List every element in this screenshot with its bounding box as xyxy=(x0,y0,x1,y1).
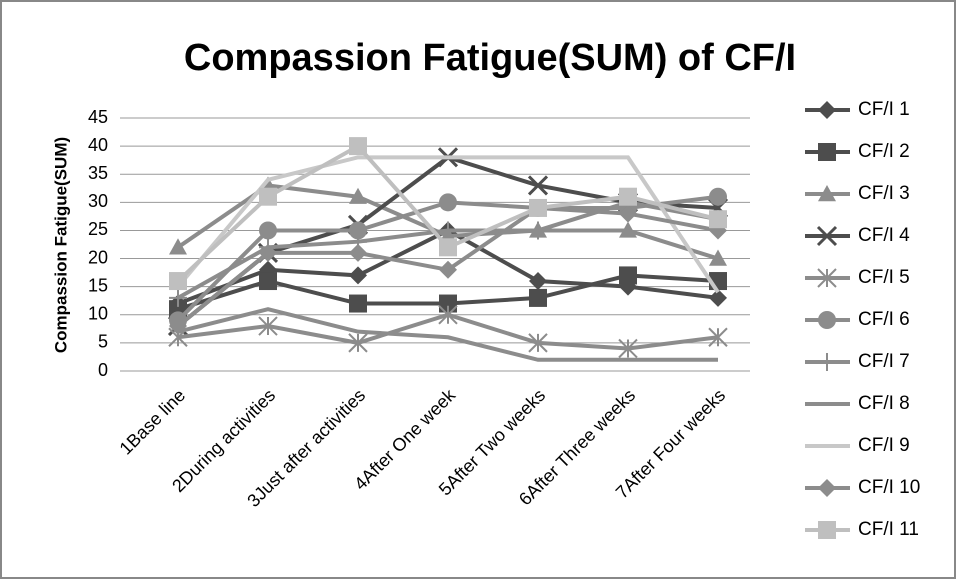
legend-label: CF/I 9 xyxy=(858,435,910,456)
legend-label: CF/I 11 xyxy=(858,519,919,540)
y-tick-label: 40 xyxy=(88,135,108,155)
point-marker xyxy=(529,198,547,217)
y-tick-label: 20 xyxy=(88,247,108,267)
legend-marker xyxy=(818,185,836,202)
legend-marker xyxy=(816,225,838,247)
legend-label: CF/I 3 xyxy=(858,183,910,204)
point-marker xyxy=(619,204,637,223)
point-marker xyxy=(439,238,457,257)
point-marker xyxy=(349,243,367,262)
y-axis-label: Compassion Fatigue(SUM) xyxy=(51,137,70,353)
point-marker xyxy=(618,338,638,359)
point-marker xyxy=(439,260,457,279)
point-marker xyxy=(529,272,547,291)
point-marker xyxy=(349,221,367,240)
point-marker xyxy=(349,266,367,285)
y-tick-label: 30 xyxy=(88,191,108,211)
point-marker xyxy=(529,221,547,240)
point-marker xyxy=(709,288,727,307)
legend-marker xyxy=(818,101,836,119)
series-line xyxy=(176,155,720,294)
chart-title: Compassion Fatigue(SUM) of CF/I xyxy=(184,37,796,79)
point-marker xyxy=(529,288,547,307)
legend-label: CF/I 7 xyxy=(858,351,910,372)
point-marker xyxy=(438,305,458,325)
point-marker xyxy=(259,272,277,291)
y-tick-label: 0 xyxy=(98,360,108,380)
point-marker xyxy=(709,210,727,229)
point-marker xyxy=(349,187,367,204)
legend-label: CF/I 2 xyxy=(858,141,910,162)
point-marker xyxy=(169,317,187,336)
y-tick-label: 45 xyxy=(88,107,108,127)
legend-label: CF/I 4 xyxy=(858,225,910,246)
legend-marker xyxy=(818,143,836,161)
point-marker xyxy=(348,333,368,353)
y-tick-label: 5 xyxy=(98,332,108,352)
series-line xyxy=(177,307,718,362)
legend-label: CF/I 5 xyxy=(858,267,910,288)
point-marker xyxy=(709,187,727,206)
legend-marker xyxy=(818,479,836,497)
point-marker xyxy=(439,221,457,240)
point-marker xyxy=(709,249,727,266)
y-tick-label: 10 xyxy=(88,304,108,324)
legend-marker xyxy=(818,311,836,329)
point-marker xyxy=(169,288,187,307)
point-marker xyxy=(439,193,457,212)
point-marker xyxy=(258,316,278,336)
point-marker xyxy=(619,187,637,206)
legend-marker xyxy=(818,521,836,539)
legend-marker xyxy=(817,268,837,288)
point-marker xyxy=(169,272,187,291)
point-marker xyxy=(259,187,277,206)
point-marker xyxy=(708,327,728,347)
point-marker xyxy=(169,238,187,255)
point-marker xyxy=(349,294,367,313)
legend-label: CF/I 6 xyxy=(858,309,910,330)
point-marker xyxy=(528,333,548,353)
point-marker xyxy=(349,137,367,156)
legend-label: CF/I 10 xyxy=(858,477,920,498)
point-marker xyxy=(259,243,277,262)
legend-label: CF/I 1 xyxy=(858,99,910,120)
y-tick-label: 25 xyxy=(88,219,108,239)
legend-label: CF/I 8 xyxy=(858,393,910,414)
legend-marker xyxy=(818,353,836,371)
point-marker xyxy=(619,266,637,285)
y-tick-label: 15 xyxy=(88,275,108,295)
point-marker xyxy=(439,294,457,313)
y-tick-label: 35 xyxy=(88,163,108,183)
point-marker xyxy=(527,175,549,196)
point-marker xyxy=(619,221,637,238)
point-marker xyxy=(259,221,277,240)
